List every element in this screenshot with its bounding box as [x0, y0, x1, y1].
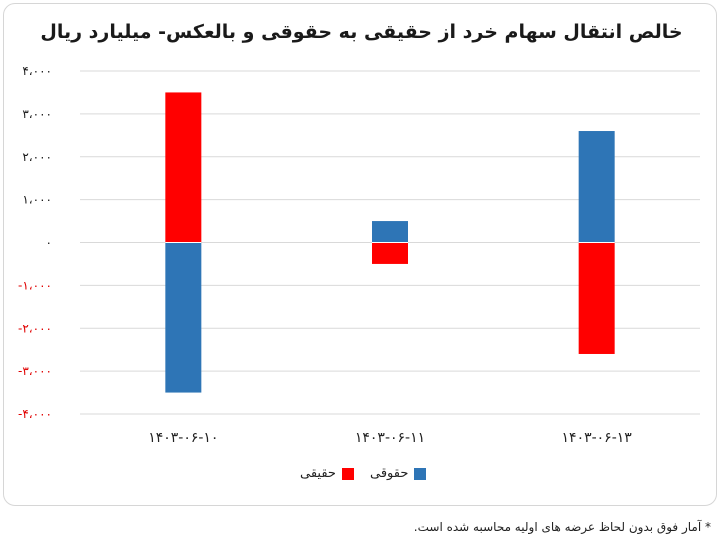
y-tick-label: ۱،۰۰۰	[22, 193, 52, 207]
y-tick-label: -۲،۰۰۰	[18, 321, 52, 335]
x-category-label: ۱۴۰۳-۰۶-۱۱	[355, 430, 425, 446]
legend-swatch-haghighi	[341, 467, 354, 480]
x-category-label: ۱۴۰۳-۰۶-۱۰	[148, 430, 218, 446]
bar-hoghooghi	[165, 242, 202, 393]
legend-item-haghighi: حقیقی	[300, 466, 354, 481]
y-tick-label: ۰	[46, 236, 52, 250]
y-tick-label: ۴،۰۰۰	[22, 64, 52, 78]
bar-hoghooghi	[578, 131, 615, 243]
legend-label-hoghooghi: حقوقی	[370, 466, 409, 481]
bar-haghighi	[372, 242, 408, 264]
y-tick-label: ۳،۰۰۰	[22, 107, 52, 121]
chart-title: خالص انتقال سهام خرد از حقیقی به حقوقی و…	[40, 21, 683, 43]
y-tick-label: -۳،۰۰۰	[18, 364, 52, 378]
footnote: * آمار فوق بدون لحاظ عرضه های اولیه محاس…	[413, 520, 711, 534]
legend-item-hoghooghi: حقوقی	[370, 466, 427, 481]
category-labels: ۱۴۰۳-۰۶-۱۰ ۱۴۰۳-۰۶-۱۱ ۱۴۰۳-۰۶-۱۳	[148, 430, 632, 446]
legend-swatch-hoghooghi	[414, 467, 427, 480]
y-tick-label: ۲،۰۰۰	[22, 150, 52, 164]
x-category-label: ۱۴۰۳-۰۶-۱۳	[562, 430, 633, 446]
bar-haghighi	[165, 92, 202, 243]
legend: حقیقی حقوقی	[0, 466, 723, 486]
legend-label-haghighi: حقیقی	[300, 466, 336, 481]
y-tick-labels: ۴،۰۰۰ ۳،۰۰۰ ۲،۰۰۰ ۱،۰۰۰ ۰ -۱،۰۰۰ -۲،۰۰۰ -۳،۰۰۰ -…	[18, 64, 52, 421]
bar-hoghooghi	[372, 221, 408, 243]
y-tick-label: -۴،۰۰۰	[18, 407, 52, 421]
y-tick-label: -۱،۰۰۰	[18, 278, 52, 292]
bars-layer	[165, 92, 615, 393]
bar-haghighi	[578, 242, 615, 354]
